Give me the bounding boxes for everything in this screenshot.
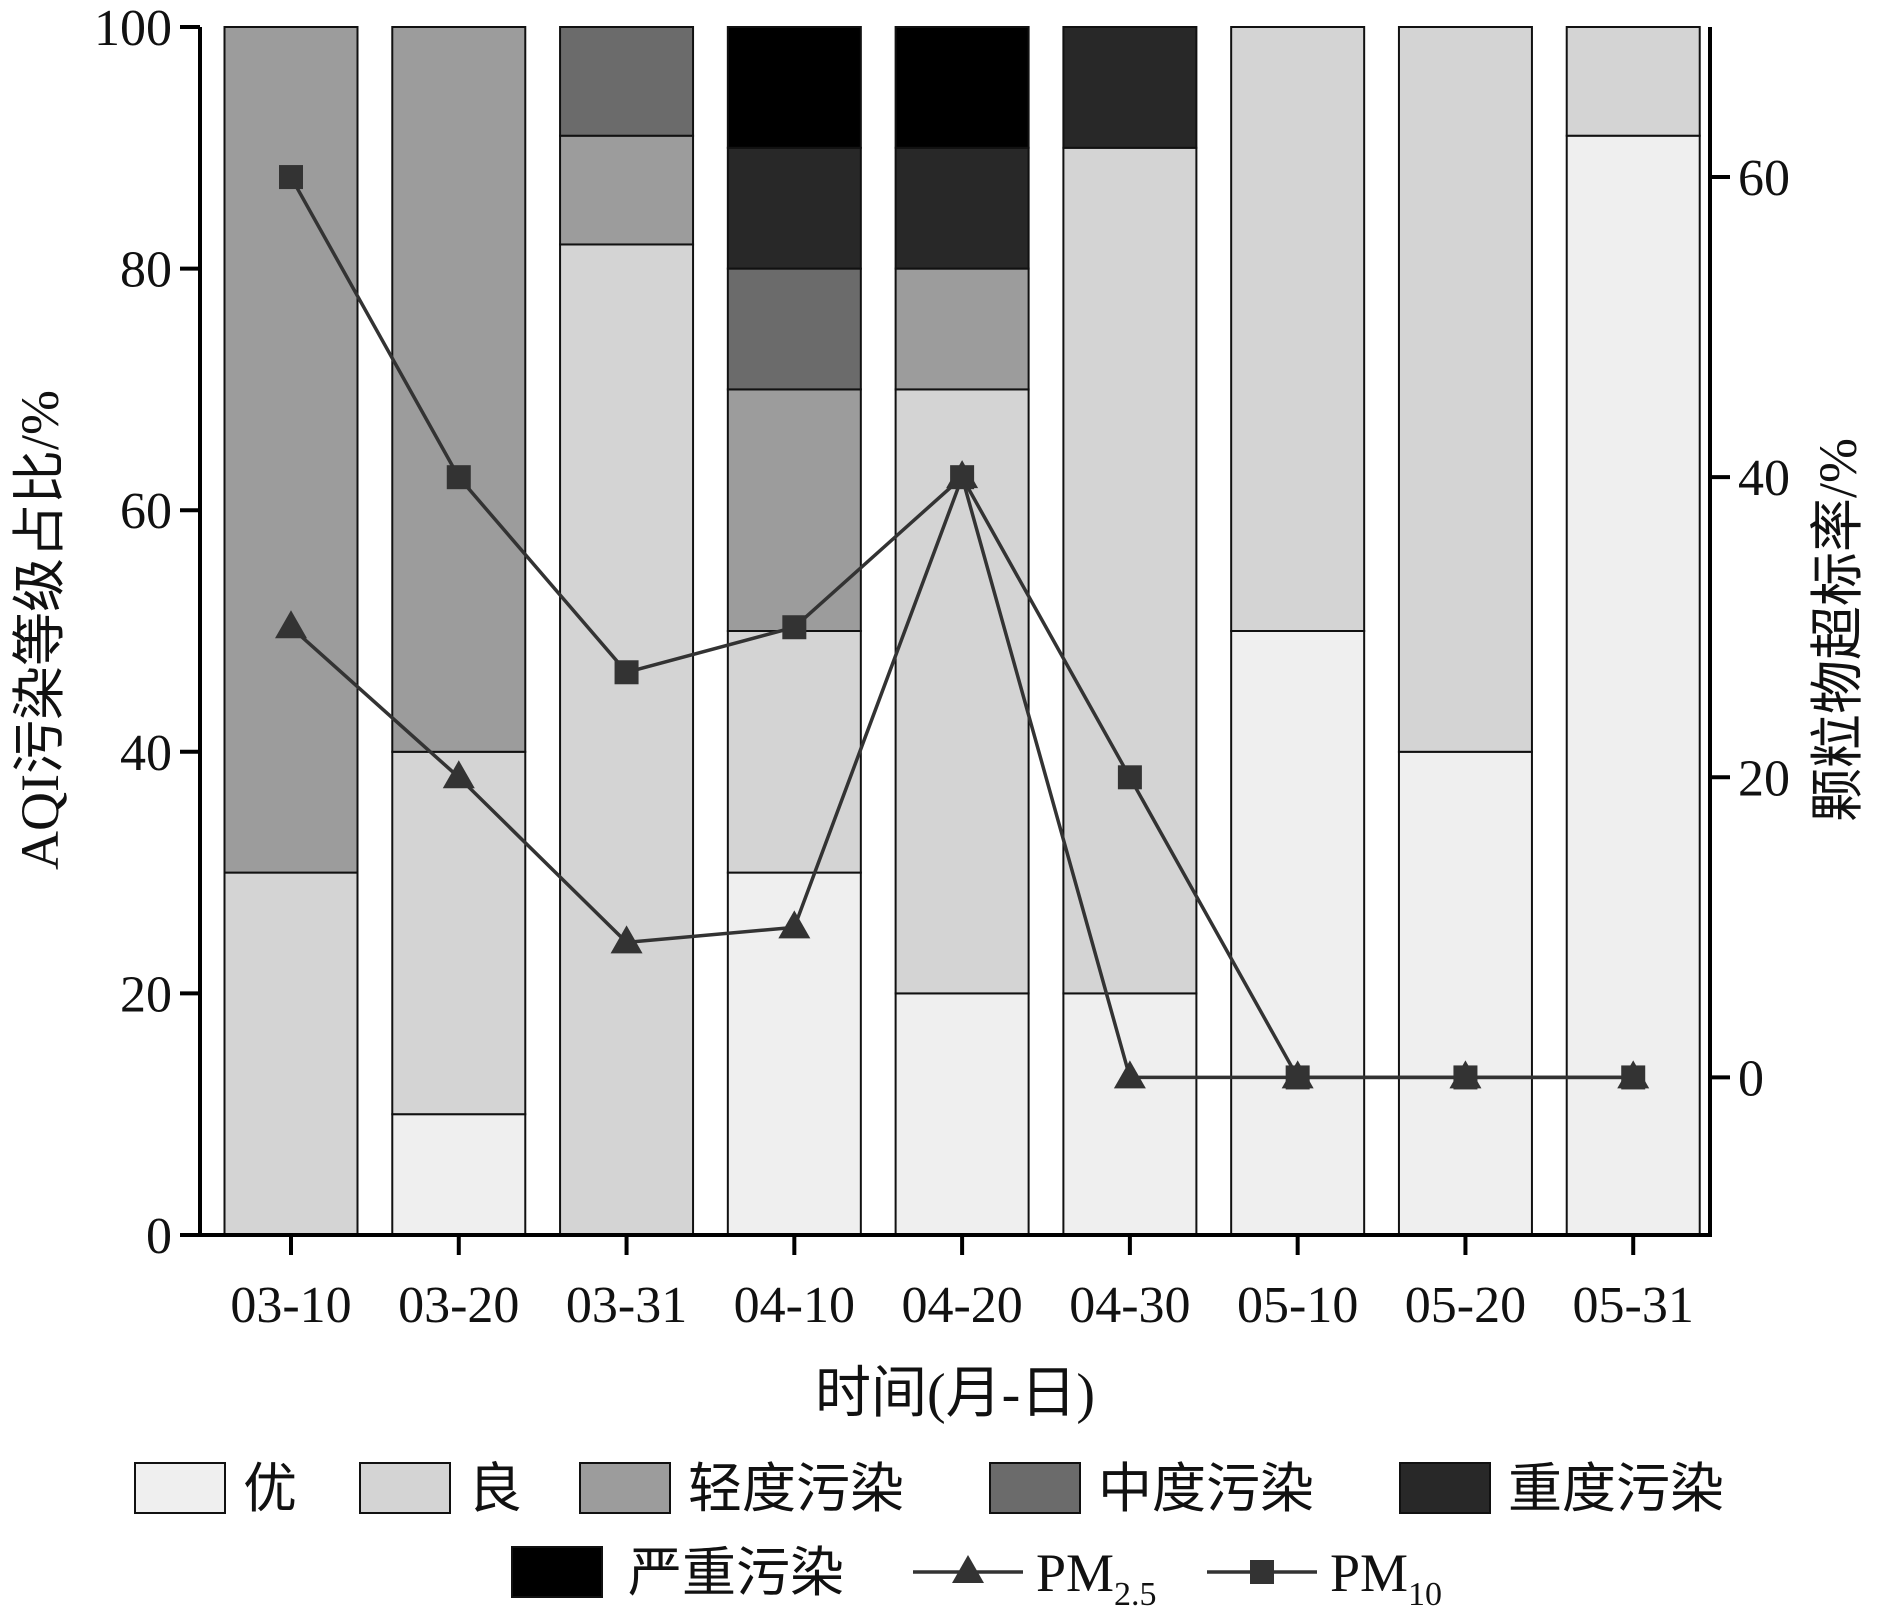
right-tick-label-40: 40 [1738,450,1790,507]
point-PM2.5-03-20 [442,760,475,789]
right-tick-label-60: 60 [1738,150,1790,207]
left-axis-title: AQI污染等级占比/% [10,390,70,870]
legend-swatch-5 [511,1546,603,1598]
ticks-layer: 0 20 40 60 80 100 0 20 40 60 03-10 03-20 03-31 04-10 0… [94,0,1790,1334]
legend-label-3: 中度污染 [1098,1459,1314,1519]
x-tick-label-05-20: 05-20 [1405,1277,1526,1334]
right-tick-label-0: 0 [1738,1050,1764,1107]
bar-segment-04-30-4 [1062,26,1198,149]
legend-label-4: 重度污染 [1508,1459,1724,1519]
bar-segment-04-20-4 [894,146,1030,270]
axes-layer [198,27,1712,1237]
bar-segment-04-20-5 [894,26,1030,149]
point-PM10-03-31 [614,660,639,685]
legend-marker-PM2.5 [952,1555,984,1583]
legend-swatch-4 [1399,1462,1491,1514]
left-tick-label-20: 20 [120,966,172,1023]
legend-swatch-1 [359,1462,451,1514]
bar-segment-03-10-1 [223,871,359,1236]
point-PM10-03-20 [446,465,471,490]
right-tick-label-20: 20 [1738,750,1790,807]
bar-segment-05-10-1 [1230,26,1366,632]
bar-segment-04-10-2 [726,388,862,632]
bar-segment-04-20-1 [894,388,1030,995]
left-tick-label-0: 0 [146,1208,172,1265]
bar-segment-03-31-2 [559,134,695,246]
point-PM2.5-04-10 [778,910,811,939]
bar-segment-04-10-3 [726,267,862,391]
legend-label-5: 严重污染 [628,1543,844,1603]
left-tick-label-40: 40 [120,725,172,782]
bar-segment-03-20-0 [391,1113,527,1236]
bars-layer [223,26,1701,1237]
legend-label-PM10: PM10 [1330,1543,1442,1613]
bar-segment-03-31-1 [559,243,695,1236]
bar-segment-03-31-3 [559,26,695,137]
x-tick-label-04-30: 04-30 [1069,1277,1190,1334]
bar-segment-04-30-1 [1062,146,1198,995]
x-axis-title: 时间(月-日) [815,1363,1095,1425]
x-tick-label-03-31: 03-31 [566,1277,687,1334]
bar-segment-03-20-1 [391,750,527,1116]
bar-segment-05-20-0 [1397,750,1533,1236]
point-PM10-04-30 [1117,765,1142,790]
bar-segment-05-20-1 [1397,26,1533,753]
point-PM10-05-31 [1621,1065,1646,1090]
left-tick-label-60: 60 [120,483,172,540]
bar-segment-05-31-1 [1565,26,1701,137]
point-PM10-03-10 [279,165,303,190]
legend-swatch-2 [579,1462,671,1514]
legend-label-0: 优 [243,1459,297,1519]
point-PM10-04-20 [950,465,975,490]
bar-segment-05-10-0 [1230,630,1366,1236]
lines-layer [275,165,1650,1090]
x-tick-label-04-10: 04-10 [734,1277,855,1334]
point-PM10-05-10 [1285,1065,1310,1090]
legend-label-2: 轻度污染 [688,1459,904,1519]
right-axis-title: 颗粒物超标率/% [1808,438,1868,822]
bar-segment-03-20-2 [391,26,527,753]
bar-segment-04-10-4 [726,146,862,270]
x-tick-label-05-31: 05-31 [1573,1277,1694,1334]
point-PM10-04-10 [782,615,807,640]
left-tick-label-80: 80 [120,242,172,299]
bar-segment-04-20-0 [894,992,1030,1237]
legend-marker-PM10 [1250,1560,1274,1584]
left-tick-label-100: 100 [94,0,172,57]
bar-segment-03-10-2 [223,26,359,874]
bar-segment-04-30-0 [1062,992,1198,1237]
legend-label-PM2.5: PM2.5 [1036,1543,1157,1613]
legend-swatch-0 [134,1462,226,1514]
x-tick-label-04-20: 04-20 [901,1277,1022,1334]
bar-segment-04-20-2 [894,267,1030,391]
point-PM2.5-04-30 [1113,1060,1146,1089]
x-tick-label-03-20: 03-20 [398,1277,519,1334]
point-PM10-05-20 [1453,1065,1478,1090]
bar-segment-04-10-1 [726,630,862,874]
legend-swatch-3 [989,1462,1081,1514]
point-PM2.5-03-31 [610,925,643,954]
legend-label-1: 良 [468,1459,522,1519]
point-PM2.5-03-10 [275,610,307,639]
x-tick-label-05-10: 05-10 [1237,1277,1358,1334]
bar-segment-04-10-5 [726,26,862,149]
x-tick-label-03-10: 03-10 [230,1277,351,1334]
